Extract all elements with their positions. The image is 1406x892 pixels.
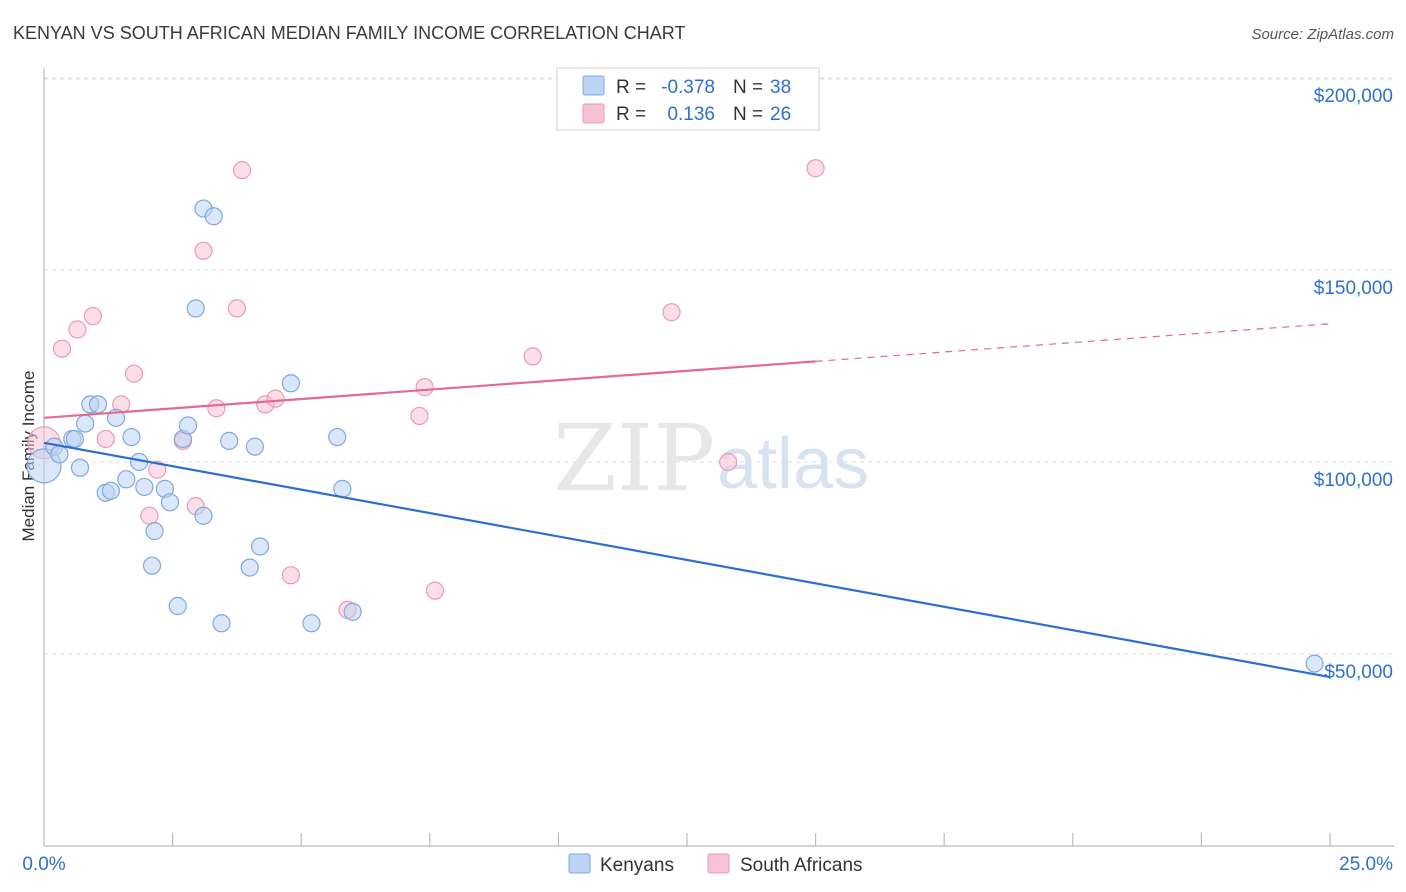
legend-r-value-kenyans: -0.378	[661, 77, 715, 98]
south-african-point	[232, 161, 252, 180]
y-tick-label: $150,000	[1314, 278, 1393, 299]
kenyan-point	[135, 477, 154, 497]
kenyan-point	[178, 416, 198, 435]
legend-n-label-kenyans: N =	[733, 77, 763, 98]
south-african-point	[124, 364, 144, 383]
legend-r-value-south-africans: 0.136	[667, 104, 715, 125]
bottom-legend-swatch-kenyans	[568, 853, 591, 874]
top-legend: R = -0.378 N = 38 R = 0.136 N = 26	[556, 67, 820, 131]
kenyan-point	[142, 556, 162, 575]
bottom-legend-label-south-africans: South Africans	[740, 855, 863, 876]
trend-lines	[43, 323, 1331, 679]
y-tick-labels: $50,000 $100,000 $150,000 $200,000	[1314, 86, 1393, 683]
south-african-point	[266, 389, 285, 408]
south-african-point	[96, 429, 115, 449]
legend-n-value-south-africans: 26	[770, 104, 791, 125]
kenyan-point	[1305, 654, 1324, 673]
y-tick-label: $50,000	[1324, 662, 1393, 683]
watermark-zip: ZIP	[553, 405, 715, 512]
x-tick-label-min: 0.0%	[22, 854, 65, 875]
south-african-point	[719, 452, 738, 472]
kenyan-point	[343, 602, 362, 621]
kenyan-point	[281, 374, 301, 393]
legend-r-label-south-africans: R =	[616, 104, 646, 125]
south-africans-trend-line-extension	[815, 323, 1331, 362]
south-african-point	[523, 347, 542, 366]
legend-swatch-south-africans	[582, 103, 605, 124]
legend-swatch-kenyans	[582, 75, 605, 96]
kenyan-point	[50, 445, 69, 464]
south-african-point	[207, 399, 226, 418]
kenyans-trend-line	[43, 441, 1331, 679]
legend-n-value-kenyans: 38	[770, 77, 791, 98]
kenyan-point	[245, 437, 265, 456]
south-african-point	[83, 306, 102, 326]
chart-source: Source: ZipAtlas.com	[1251, 26, 1394, 43]
bottom-legend-label-kenyans: Kenyans	[600, 855, 674, 876]
kenyan-point	[220, 431, 239, 450]
kenyan-point	[186, 299, 205, 318]
kenyan-point	[194, 506, 213, 525]
kenyan-point	[117, 470, 136, 489]
kenyan-point	[240, 558, 259, 577]
kenyan-point	[70, 458, 90, 477]
kenyan-point	[160, 493, 180, 512]
watermark-atlas: atlas	[717, 424, 869, 504]
kenyan-point	[88, 395, 108, 414]
y-axis-title: Median Family Income	[19, 370, 38, 541]
kenyan-point	[328, 427, 347, 447]
south-african-point	[148, 460, 167, 479]
kenyan-point	[212, 614, 231, 633]
south-african-point	[52, 339, 72, 358]
south-africans-trend-line	[43, 360, 816, 419]
south-african-point	[194, 241, 213, 260]
kenyan-point	[333, 479, 352, 498]
kenyan-point	[302, 614, 321, 633]
kenyan-point	[65, 429, 84, 449]
legend-r-label-kenyans: R =	[616, 77, 646, 98]
south-african-point	[662, 303, 681, 322]
x-ticks	[172, 833, 1331, 846]
kenyan-point	[76, 414, 95, 433]
south-african-point	[806, 159, 825, 178]
south-african-point	[281, 566, 301, 585]
legend-n-label-south-africans: N =	[733, 104, 763, 125]
south-african-point	[227, 299, 246, 318]
bottom-legend: Kenyans South Africans	[568, 853, 863, 876]
south-african-point	[425, 581, 445, 600]
kenyan-point	[168, 596, 187, 616]
x-tick-label-max: 25.0%	[1339, 854, 1393, 875]
south-african-point	[140, 506, 159, 525]
y-tick-label: $100,000	[1314, 470, 1393, 491]
south-african-point	[415, 378, 434, 397]
kenyan-point	[250, 537, 270, 556]
scatter-points	[26, 159, 1324, 673]
chart-title: KENYAN VS SOUTH AFRICAN MEDIAN FAMILY IN…	[13, 23, 685, 43]
kenyan-point	[101, 481, 120, 500]
bottom-legend-swatch-south-africans	[707, 853, 730, 874]
kenyan-point	[145, 522, 164, 541]
kenyan-point	[204, 207, 223, 226]
kenyan-point	[122, 427, 141, 447]
y-tick-label: $200,000	[1314, 86, 1393, 107]
south-african-point	[410, 406, 429, 426]
south-african-point	[68, 320, 87, 339]
